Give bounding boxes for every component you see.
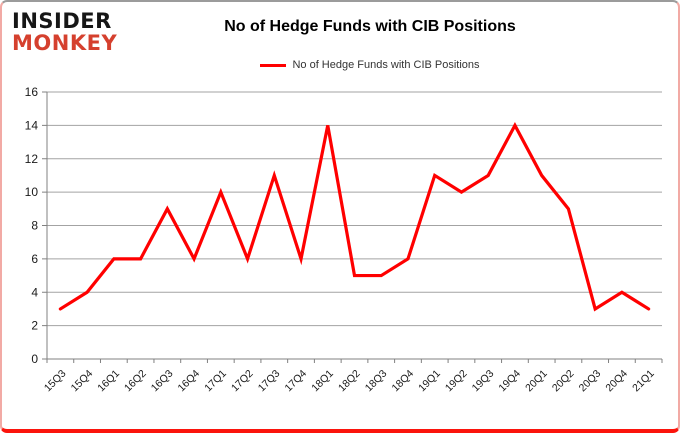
svg-text:17Q2: 17Q2 bbox=[229, 368, 256, 395]
svg-text:18Q1: 18Q1 bbox=[309, 368, 336, 395]
svg-text:19Q1: 19Q1 bbox=[416, 368, 443, 395]
svg-text:12: 12 bbox=[25, 152, 39, 166]
svg-text:20Q1: 20Q1 bbox=[523, 368, 550, 395]
svg-text:14: 14 bbox=[25, 118, 39, 132]
svg-text:16Q3: 16Q3 bbox=[149, 368, 176, 395]
svg-text:6: 6 bbox=[31, 252, 38, 266]
svg-text:20Q4: 20Q4 bbox=[603, 368, 630, 395]
svg-text:18Q3: 18Q3 bbox=[363, 368, 390, 395]
svg-text:15Q4: 15Q4 bbox=[69, 368, 96, 395]
svg-text:17Q3: 17Q3 bbox=[256, 368, 283, 395]
gridlines bbox=[47, 91, 662, 360]
chart-title: No of Hedge Funds with CIB Positions bbox=[224, 18, 516, 35]
legend: No of Hedge Funds with CIB Positions bbox=[62, 59, 678, 71]
svg-text:20Q3: 20Q3 bbox=[577, 368, 604, 395]
svg-text:16Q4: 16Q4 bbox=[176, 368, 203, 395]
svg-text:19Q4: 19Q4 bbox=[496, 368, 523, 395]
data-series bbox=[58, 121, 651, 312]
legend-line-swatch bbox=[260, 63, 287, 67]
svg-text:19Q2: 19Q2 bbox=[443, 368, 470, 395]
svg-text:18Q2: 18Q2 bbox=[336, 368, 363, 395]
svg-text:16: 16 bbox=[25, 85, 39, 99]
legend-label: No of Hedge Funds with CIB Positions bbox=[292, 59, 480, 71]
svg-text:17Q4: 17Q4 bbox=[282, 368, 309, 395]
svg-text:10: 10 bbox=[25, 185, 39, 199]
svg-text:16Q2: 16Q2 bbox=[122, 368, 149, 395]
svg-text:16Q1: 16Q1 bbox=[95, 368, 122, 395]
svg-text:2: 2 bbox=[31, 319, 38, 333]
svg-text:0: 0 bbox=[31, 352, 38, 366]
svg-text:15Q3: 15Q3 bbox=[42, 368, 69, 395]
svg-text:8: 8 bbox=[31, 219, 38, 233]
insider-monkey-logo: INSIDER MONKEY bbox=[12, 10, 117, 54]
svg-text:18Q4: 18Q4 bbox=[389, 368, 416, 395]
y-axis: 0 2 4 6 8 10 12 14 16 bbox=[25, 85, 48, 366]
svg-text:21Q1: 21Q1 bbox=[630, 368, 657, 395]
logo-text-monkey: MONKEY bbox=[12, 31, 118, 55]
svg-text:20Q2: 20Q2 bbox=[550, 368, 577, 395]
svg-text:4: 4 bbox=[31, 285, 38, 299]
logo-text-insider: INSIDER bbox=[12, 9, 112, 33]
x-axis: 15Q3 15Q4 16Q1 16Q2 16Q3 16Q4 17Q1 17Q2 17Q3 17Q4… bbox=[42, 358, 663, 395]
svg-text:17Q1: 17Q1 bbox=[202, 368, 229, 395]
svg-text:19Q3: 19Q3 bbox=[470, 368, 497, 395]
